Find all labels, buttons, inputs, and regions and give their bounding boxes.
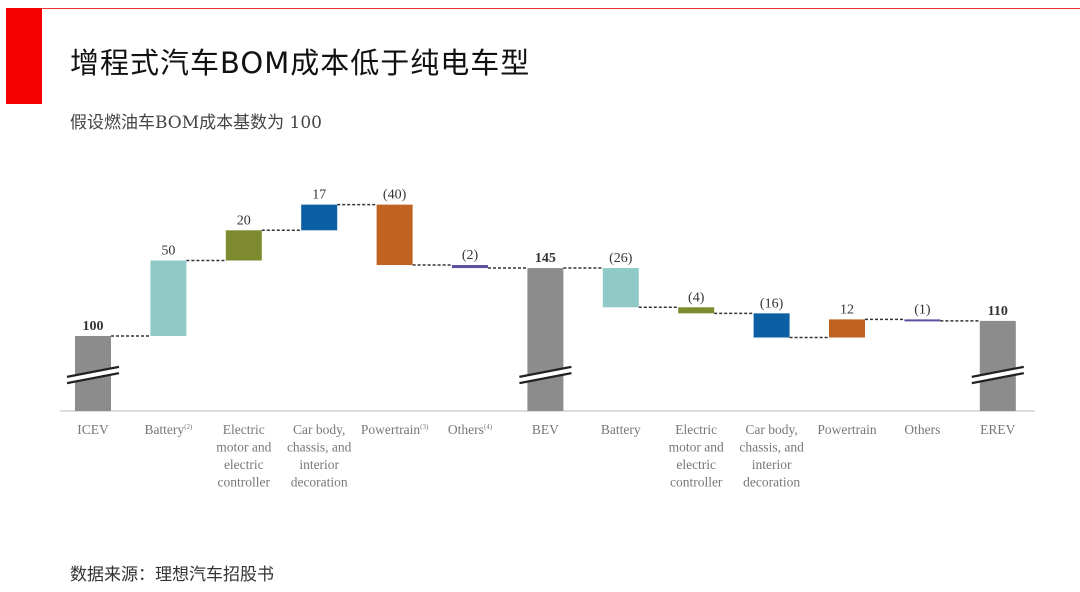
bar-10	[829, 319, 865, 338]
data-label: 12	[840, 302, 854, 317]
category-label: Battery(2)	[144, 422, 193, 437]
axis-break-gap	[519, 368, 572, 382]
category-label: Powertrain(3)	[361, 422, 429, 437]
category-label-line: controller	[218, 475, 271, 490]
bar-11	[904, 319, 941, 322]
bar-1	[150, 260, 187, 336]
category-label: Car body, chassis, and interior decoration	[287, 422, 352, 490]
bar-2	[225, 230, 262, 261]
data-label: (40)	[383, 188, 407, 203]
category-label-line: chassis, and	[739, 440, 804, 455]
category-label: ICEV	[77, 422, 109, 437]
axis-break-mark	[519, 371, 572, 385]
accent-block	[6, 8, 42, 104]
category-label-line: electric	[224, 457, 264, 472]
page-subtitle: 假设燃油车BOM成本基数为 100	[70, 113, 323, 133]
category-label-line: Electric	[675, 422, 717, 437]
category-label-line: EREV	[980, 422, 1015, 437]
bar-7	[602, 268, 639, 308]
data-label: 145	[535, 251, 556, 266]
data-label: 20	[237, 213, 251, 228]
category-label: Powertrain	[817, 422, 876, 437]
axis-break-mark	[66, 371, 120, 385]
category-label-line: Powertrain	[361, 422, 420, 437]
category-label-line: motor and	[216, 440, 271, 455]
category-label-line: interior	[752, 457, 792, 472]
data-label: 100	[83, 319, 104, 334]
bar-5	[452, 265, 488, 269]
bar-8	[678, 307, 715, 314]
category-label-line: Car body,	[293, 422, 345, 437]
category-label: Battery	[601, 422, 641, 437]
category-label-line: Car body,	[745, 422, 797, 437]
axis-break-mark	[971, 365, 1025, 379]
bar-4	[376, 204, 413, 266]
category-label: Others	[904, 422, 940, 437]
category-label-line: electric	[676, 457, 716, 472]
axis-break-gap	[67, 368, 119, 382]
category-label-line: Others	[904, 422, 940, 437]
axis-break-gap	[971, 368, 1024, 382]
axis-break-mark	[66, 365, 120, 379]
category-label-line: ICEV	[77, 422, 109, 437]
axis-break-mark	[519, 365, 572, 379]
data-label: (2)	[462, 248, 479, 263]
bar-3	[301, 204, 338, 231]
category-label-line: Electric	[223, 422, 265, 437]
category-label-line: decoration	[743, 475, 800, 490]
category-label: Electric motor and electric controller	[216, 422, 271, 490]
category-label: Electric motor and electric controller	[669, 422, 724, 490]
category-label-line: decoration	[291, 475, 348, 490]
footnote-marker: (2)	[184, 423, 193, 431]
data-label: (1)	[914, 302, 931, 317]
category-label: BEV	[532, 422, 559, 437]
category-label: Others(4)	[448, 422, 493, 437]
category-label: Car body, chassis, and interior decoration	[739, 422, 804, 490]
source-note: 数据来源：理想汽车招股书	[70, 565, 274, 585]
footnote-marker: (4)	[484, 423, 493, 431]
bar-9	[753, 313, 790, 338]
bar-12	[979, 320, 1016, 411]
data-label: 17	[312, 188, 326, 203]
category-label-line: interior	[299, 457, 339, 472]
data-label: (16)	[760, 296, 784, 311]
data-label: 50	[161, 244, 175, 259]
data-label: (4)	[688, 290, 705, 305]
bar-6	[527, 268, 564, 411]
category-label-line: Powertrain	[817, 422, 876, 437]
axis-break-mark	[971, 371, 1025, 385]
category-label-line: Battery	[144, 422, 184, 437]
category-label-line: motor and	[669, 440, 724, 455]
category-label-line: Battery	[601, 422, 641, 437]
header-rule	[6, 8, 1080, 9]
category-label-line: BEV	[532, 422, 559, 437]
data-label: 110	[988, 304, 1008, 319]
data-label: (26)	[609, 251, 633, 266]
category-label-line: Others	[448, 422, 484, 437]
footnote-marker: (3)	[420, 423, 429, 431]
page-title: 增程式汽车BOM成本低于纯电车型	[70, 46, 531, 80]
category-label: EREV	[980, 422, 1015, 437]
category-label-line: controller	[670, 475, 723, 490]
category-label-line: chassis, and	[287, 440, 352, 455]
